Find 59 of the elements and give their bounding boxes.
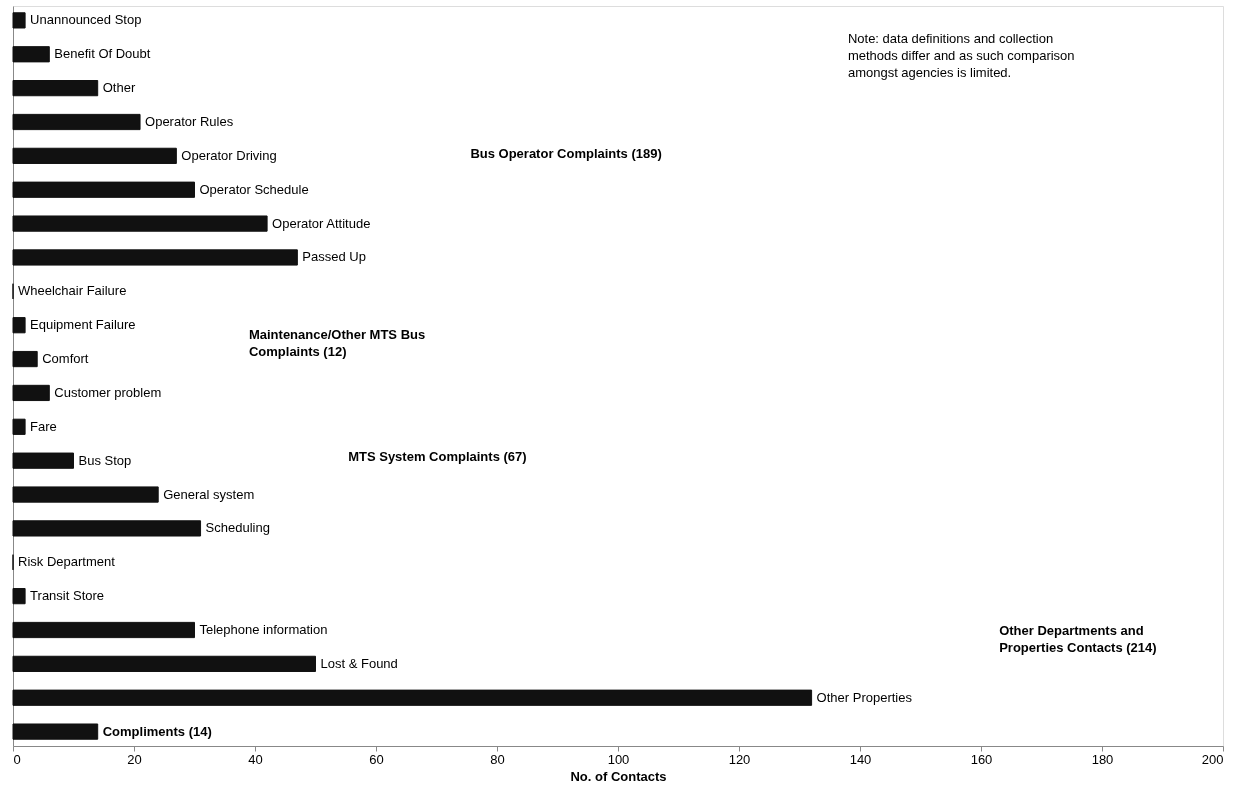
y-tick-label: Telephone information	[199, 622, 328, 637]
y-tick-label: Bus Stop	[78, 452, 132, 468]
bar	[12, 723, 99, 740]
bar	[12, 588, 26, 605]
y-tick-label: Risk Department	[18, 554, 116, 570]
annotation: MTS System Complaints (67)	[348, 449, 527, 465]
y-tick-label: Operator Schedule	[199, 181, 309, 197]
bar	[12, 689, 813, 706]
bar	[12, 12, 26, 29]
y-tick-label: Lost & Found	[320, 655, 398, 671]
bar	[12, 452, 74, 469]
bar	[12, 418, 26, 435]
y-tick-label: Unannounced Stop	[30, 12, 142, 28]
annotation: Note: data definitions and collection methods differ and as such comparison amongst agencies is limited.	[847, 31, 1075, 81]
y-tick-label: Scheduling	[205, 520, 270, 536]
bar	[12, 384, 50, 402]
y-tick-label: Transit Store	[30, 588, 105, 604]
y-tick-label: Compliments (14)	[102, 723, 212, 739]
x-tick-label: 180	[1091, 751, 1114, 767]
annotation: Bus Operator Complaints (189)	[470, 146, 662, 161]
bar	[12, 520, 202, 537]
bar	[12, 621, 195, 639]
y-tick-label: Other Properties	[816, 689, 913, 705]
y-tick-label: Operator Rules	[145, 114, 234, 129]
y-tick-label: Customer problem	[54, 384, 162, 400]
bar	[12, 350, 38, 368]
bar	[12, 181, 195, 198]
x-tick-label: 100	[607, 751, 630, 767]
x-tick-label: 140	[849, 751, 872, 767]
y-tick-label: Benefit Of Doubt	[54, 46, 151, 62]
x-tick-label: 120	[728, 751, 751, 767]
y-tick-label: Comfort	[42, 351, 89, 367]
bar	[12, 317, 26, 334]
y-tick-label: Equipment Failure	[30, 317, 136, 333]
bar	[12, 655, 316, 672]
x-axis-title: No. of Contacts	[570, 768, 667, 784]
x-tick-label: 20	[127, 751, 142, 767]
bar	[12, 46, 50, 63]
bar	[12, 80, 99, 97]
annotation: Other Departments and Properties Contacts (214)	[999, 623, 1157, 656]
bar	[12, 486, 159, 503]
y-tick-label: Operator Driving	[181, 147, 277, 163]
annotation: Maintenance/Other MTS Bus Complaints (12)	[248, 327, 426, 360]
x-tick-label: 160	[970, 751, 993, 767]
x-tick-label: 40	[248, 751, 263, 767]
x-tick-label: 200	[1201, 751, 1224, 767]
y-tick-label: Fare	[30, 418, 57, 434]
y-tick-label: Passed Up	[302, 249, 366, 265]
y-tick-label: Other	[102, 80, 136, 96]
y-tick-label: Operator Attitude	[272, 215, 371, 231]
y-tick-label: Wheelchair Failure	[18, 283, 127, 299]
bar	[12, 249, 298, 266]
bar	[12, 215, 268, 232]
x-tick-label: 0	[13, 751, 21, 767]
x-tick-label: 80	[490, 751, 505, 767]
y-tick-label: General system	[163, 486, 255, 502]
x-tick-label: 60	[369, 751, 384, 767]
bar	[12, 147, 177, 164]
bar	[12, 113, 141, 131]
